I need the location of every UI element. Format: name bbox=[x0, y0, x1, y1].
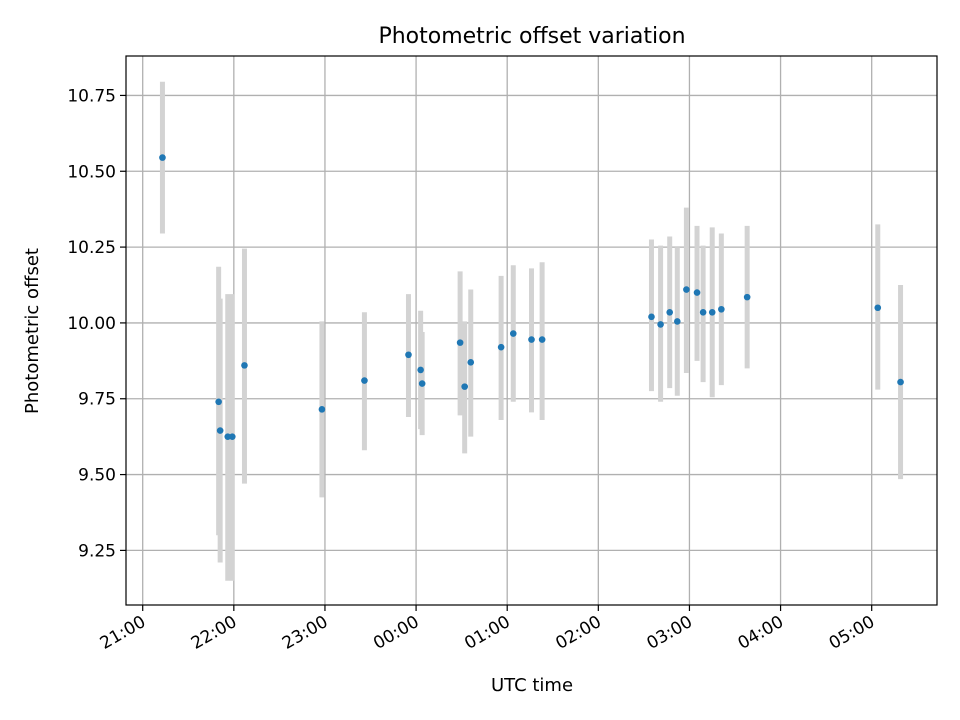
data-point bbox=[648, 313, 655, 321]
data-point bbox=[708, 309, 716, 316]
y-axis-ticks: 9.25 9.50 9.75 10.00 10.25 10.50 10.75 bbox=[67, 86, 126, 561]
data-point bbox=[509, 330, 517, 337]
y-tick-label: 9.75 bbox=[78, 390, 116, 410]
y-tick-label: 10.75 bbox=[67, 86, 116, 106]
data-point bbox=[318, 406, 326, 413]
data-point bbox=[159, 154, 166, 161]
x-tick-label: 00:00 bbox=[370, 612, 422, 654]
data-point bbox=[224, 433, 232, 440]
data-point bbox=[405, 351, 412, 359]
x-tick-label: 01:00 bbox=[461, 612, 513, 654]
data-point bbox=[229, 433, 236, 440]
data-point bbox=[497, 343, 505, 351]
data-points bbox=[159, 154, 904, 440]
x-axis-label: UTC time bbox=[491, 675, 573, 696]
y-tick-label: 9.25 bbox=[78, 541, 116, 561]
data-point bbox=[657, 321, 664, 328]
chart-title: Photometric offset variation bbox=[378, 24, 685, 49]
data-point bbox=[241, 362, 248, 369]
data-point bbox=[467, 359, 475, 366]
error-bars bbox=[159, 81, 904, 581]
y-axis-label: Photometric offset bbox=[22, 248, 43, 414]
data-point bbox=[666, 309, 674, 316]
data-point bbox=[693, 289, 701, 296]
plot-frame bbox=[125, 55, 938, 606]
data-point bbox=[683, 286, 690, 293]
x-axis-ticks: 21:00 22:00 23:00 00:00 01:00 02:00 03:00 04:00… bbox=[97, 605, 878, 654]
x-tick-label: 05:00 bbox=[826, 612, 878, 654]
data-point bbox=[418, 380, 426, 387]
x-tick-label: 04:00 bbox=[735, 612, 787, 654]
data-point bbox=[456, 339, 464, 346]
x-tick-label: 21:00 bbox=[97, 612, 149, 654]
data-point bbox=[538, 336, 546, 343]
x-tick-label: 03:00 bbox=[644, 612, 696, 654]
data-point bbox=[361, 377, 368, 384]
data-point bbox=[528, 336, 535, 343]
data-point bbox=[897, 378, 904, 386]
data-point bbox=[743, 293, 751, 301]
data-point bbox=[874, 304, 882, 312]
data-point bbox=[673, 318, 681, 325]
data-point bbox=[215, 398, 222, 406]
y-tick-label: 10.50 bbox=[67, 162, 116, 182]
y-tick-label: 10.25 bbox=[67, 238, 116, 258]
data-point bbox=[699, 309, 707, 316]
y-tick-label: 10.00 bbox=[67, 314, 116, 334]
data-point bbox=[461, 383, 468, 390]
data-point bbox=[417, 366, 424, 374]
x-tick-label: 23:00 bbox=[279, 612, 331, 654]
data-point bbox=[216, 427, 224, 434]
data-point bbox=[718, 305, 725, 313]
x-tick-label: 22:00 bbox=[188, 612, 240, 654]
y-tick-label: 9.50 bbox=[78, 466, 116, 486]
x-tick-label: 02:00 bbox=[552, 612, 604, 654]
